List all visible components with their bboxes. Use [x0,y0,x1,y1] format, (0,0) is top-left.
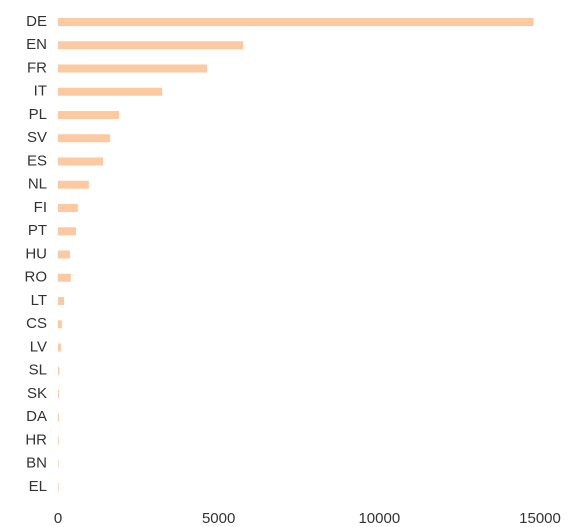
bar [58,18,534,26]
y-tick-label: LT [31,292,47,309]
y-tick-label: SL [29,362,47,379]
y-tick-label: LV [30,338,47,355]
y-tick-label: NL [28,176,47,193]
y-tick-label: IT [34,83,47,100]
bar [58,366,60,375]
x-tick-label: 10000 [358,510,400,527]
bar [58,483,59,491]
y-tick-label: CS [26,315,47,332]
bar [58,297,65,305]
bar [58,459,59,468]
bar [58,111,120,119]
bar [58,273,71,282]
x-tick-label: 15000 [519,510,561,527]
bar [58,227,76,236]
bar [58,436,59,445]
y-tick-label: SK [27,385,47,402]
bar [58,180,89,189]
bar [58,157,103,166]
y-tick-label: PT [28,222,47,239]
bar [58,41,244,50]
y-tick-label: EN [26,36,47,53]
bar [58,320,62,329]
y-tick-label: ES [27,152,47,169]
bar [58,390,59,398]
bar [58,87,163,96]
x-tick-label: 5000 [202,510,235,527]
y-tick-label: SV [27,129,47,146]
y-tick-label: FI [34,199,47,216]
y-tick-label: FR [27,59,47,76]
y-tick-label: HU [25,245,47,262]
bar [58,250,70,259]
bar [58,134,111,143]
bar [58,204,78,212]
y-tick-label: DA [26,408,47,425]
y-tick-label: HR [25,431,47,448]
y-tick-label: BN [26,455,47,472]
y-tick-label: RO [25,269,48,286]
y-tick-label: EL [29,478,47,495]
bar [58,413,59,422]
x-tick-label: 0 [54,510,62,527]
bar [58,343,61,352]
y-tick-label: DE [26,13,47,30]
y-tick-label: PL [29,106,47,123]
bar [58,64,208,73]
